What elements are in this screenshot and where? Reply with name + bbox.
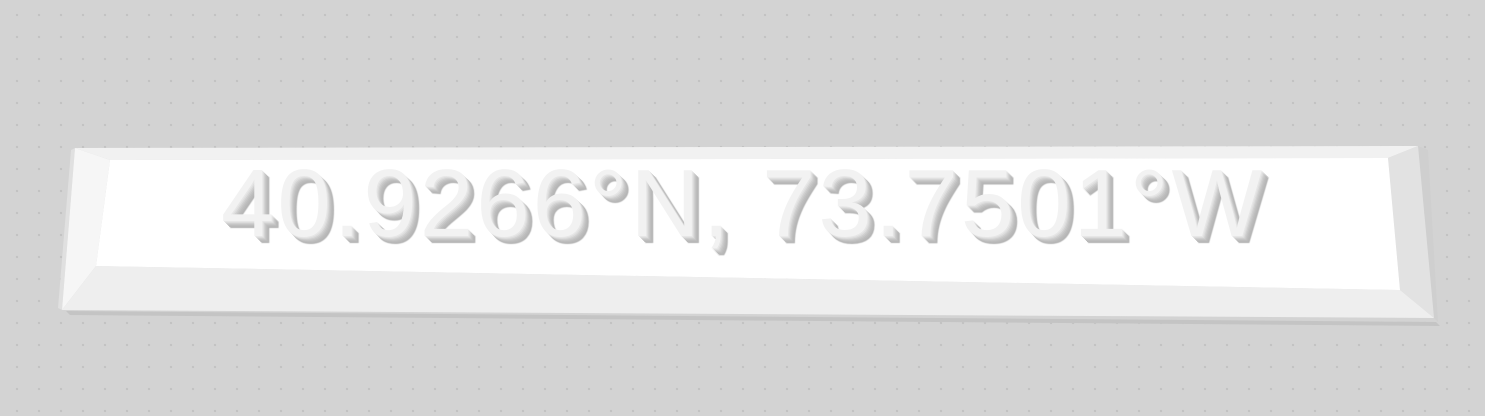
coordinates-text: 40.9266°N, 73.7501°W bbox=[220, 150, 1266, 257]
plaque-bevel-left bbox=[62, 148, 110, 310]
plaque-top-face bbox=[96, 158, 1400, 290]
plaque-bevel-right bbox=[1388, 146, 1434, 318]
plaque-bevel-front bbox=[62, 266, 1434, 318]
plaque-right-side bbox=[1418, 146, 1438, 322]
plaque-bevel-back bbox=[75, 146, 1418, 160]
plaque-shadow bbox=[66, 311, 1440, 326]
plaque-left-side bbox=[58, 148, 75, 310]
